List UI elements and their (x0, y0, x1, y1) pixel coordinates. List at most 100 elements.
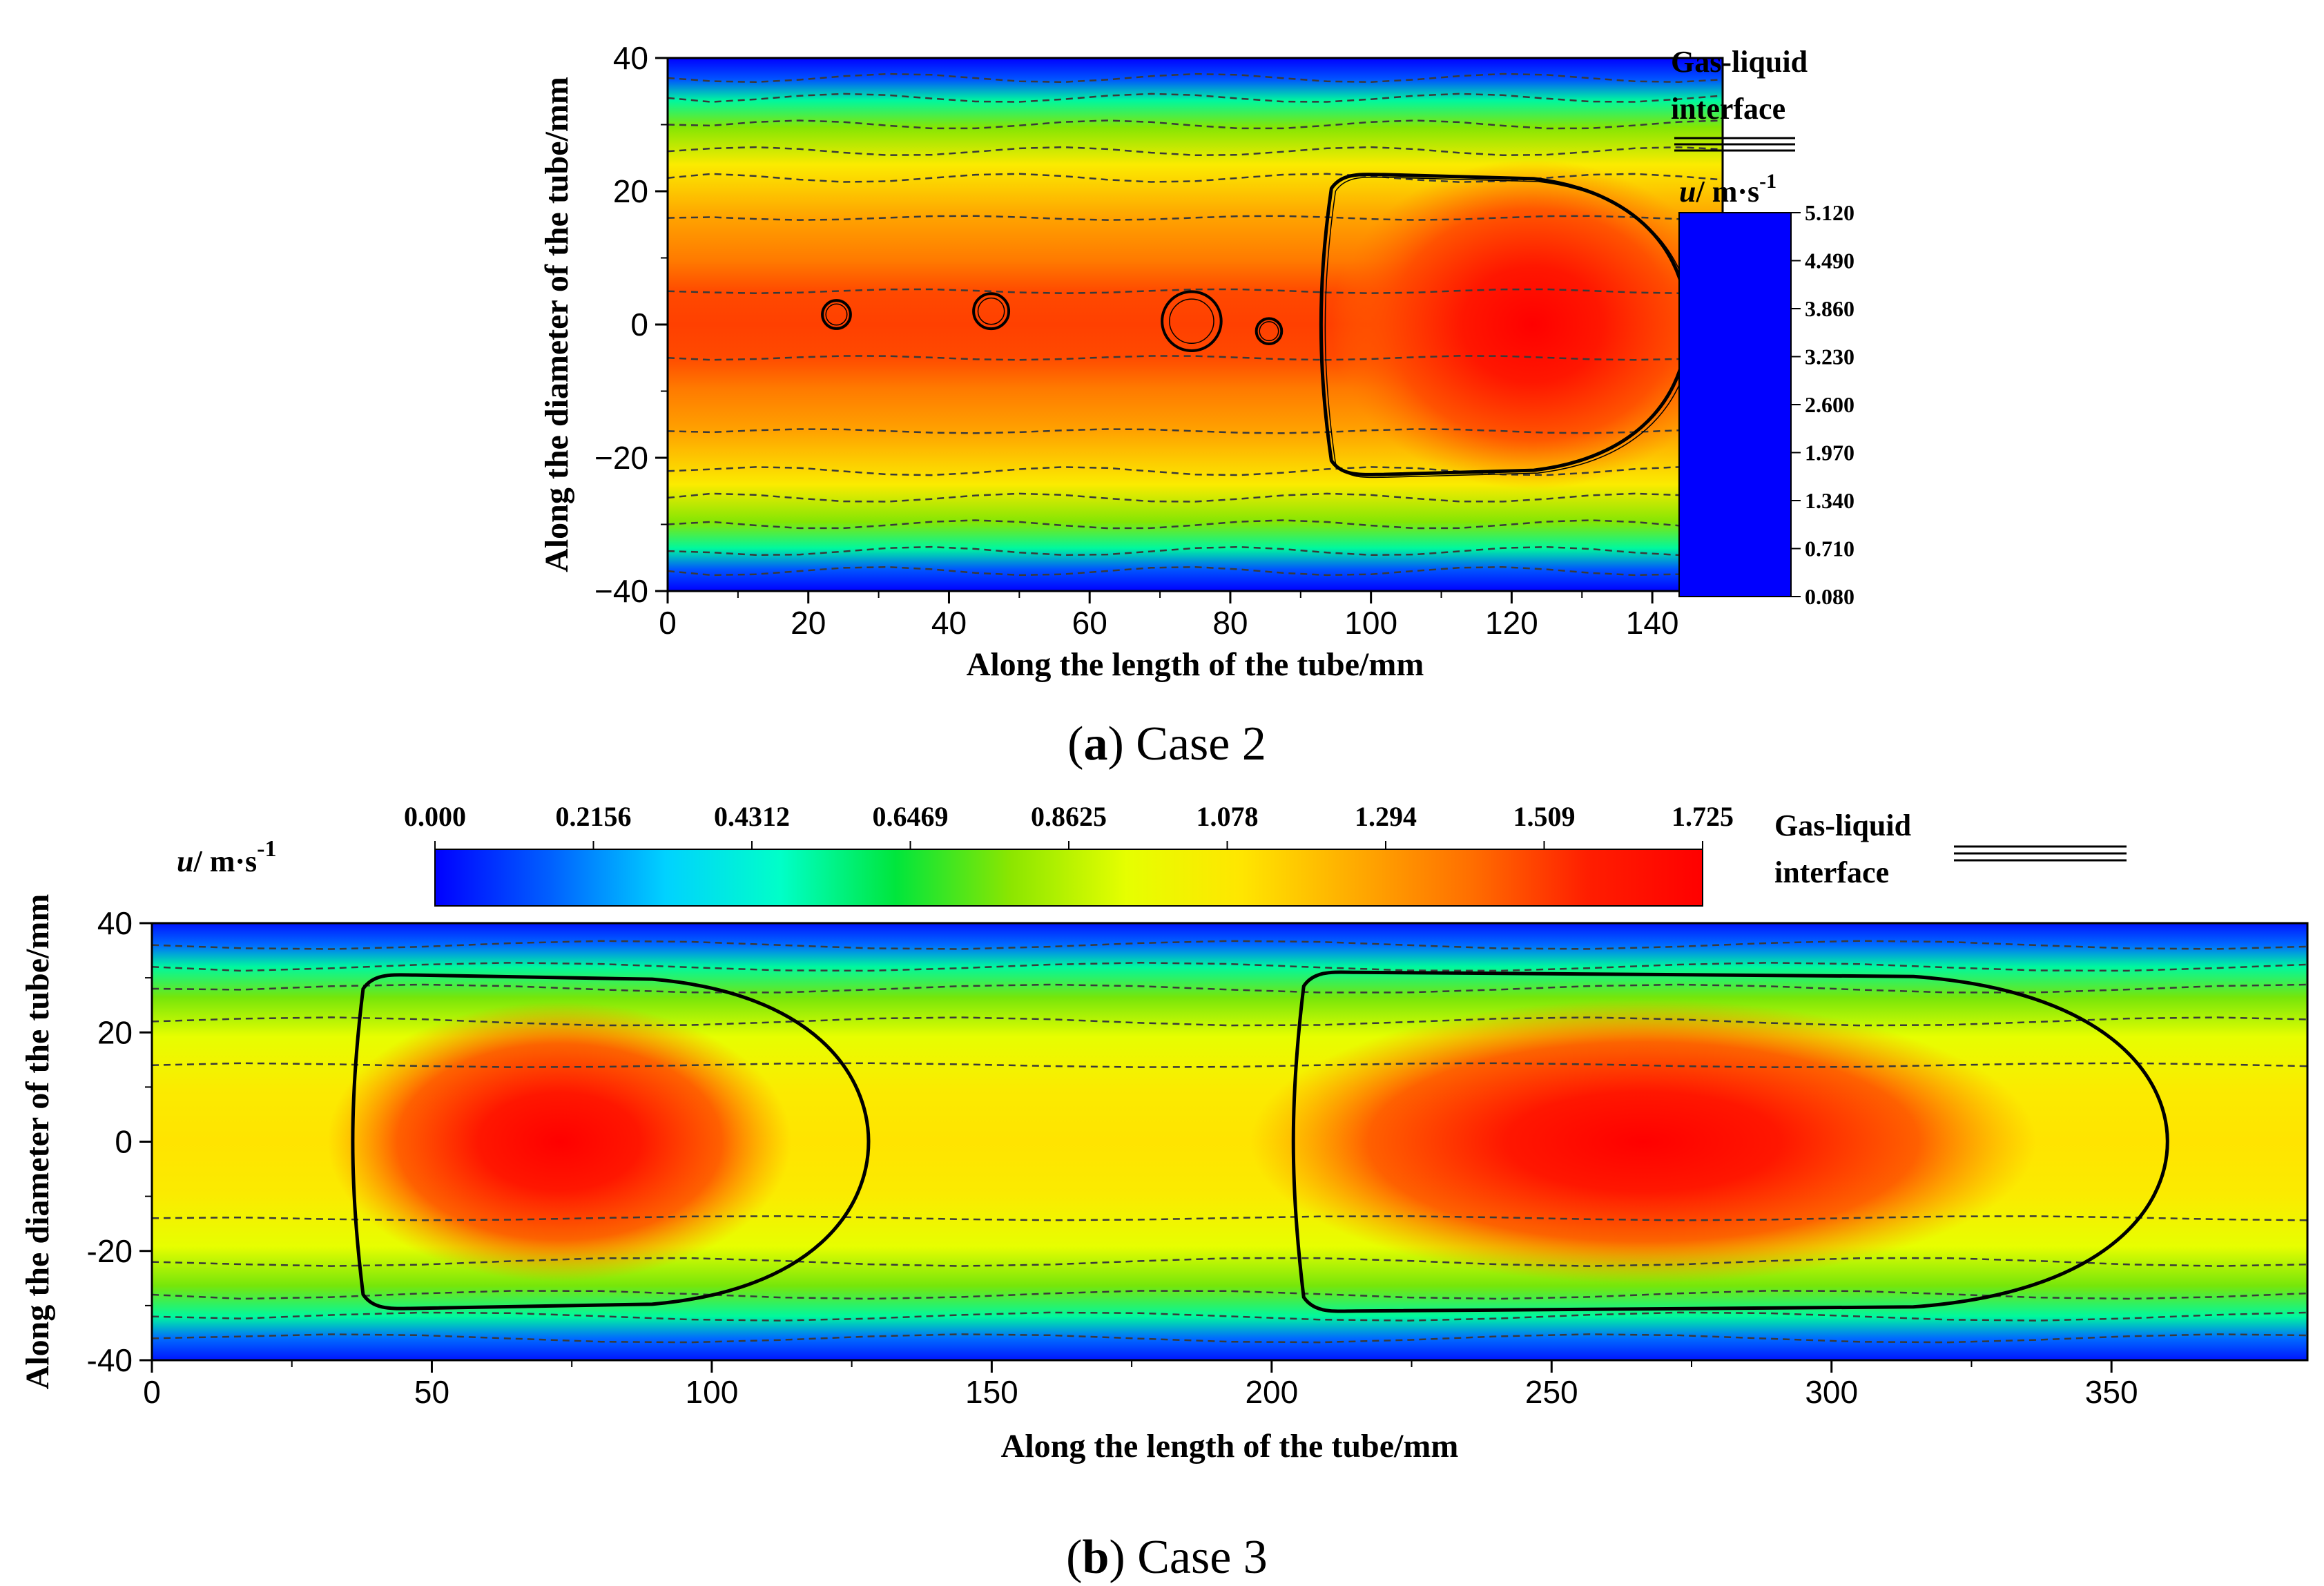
panel-a-y-tick-label-1: 20 (613, 173, 648, 209)
panel-b-colorbar (434, 849, 1703, 907)
panel-a-y-tick-label-2: 0 (630, 307, 648, 342)
panel-a-contour-lines (668, 72, 1723, 577)
panel-a-taylor-bubble-interface (1319, 173, 1689, 476)
panel-b-colorbar-tick-label-7: 1.509 (1513, 801, 1576, 832)
panel-b-colorbar-tick-label-2: 0.4312 (714, 801, 790, 832)
panel-a-small-bubble-3 (1161, 290, 1223, 352)
panel-a-caption-open: ( (1067, 717, 1083, 771)
panel-b-x-tick-label-4: 200 (1245, 1374, 1298, 1410)
panel-a-small-bubble-1 (821, 299, 852, 330)
panel-b-contour-4 (152, 1016, 2307, 1027)
panel-b-legend-label-line2: interface (1774, 855, 1889, 889)
panel-b-x-axis-title: Along the length of the tube/mm (1001, 1428, 1459, 1464)
panel-a-x-tick-label-2: 40 (931, 605, 967, 641)
panel-b-gas-liquid-interfaces (351, 970, 2169, 1313)
panel-a-y-tick-label-3: −20 (594, 440, 648, 476)
panel-b-legend-label-line1: Gas-liquid (1774, 809, 1911, 842)
panel-a-x-tick-label-1: 20 (791, 605, 826, 641)
panel-b-hot-core-taylor-2 (1250, 999, 2037, 1284)
panel-b-x-tick-label-3: 150 (965, 1374, 1018, 1410)
panel-b-y-axis: 40 20 0 -20 -40 (87, 905, 152, 1378)
panel-a-legend-label-line2: interface (1671, 92, 1785, 126)
panel-b-x-tick-label-6: 300 (1805, 1374, 1858, 1410)
panel-a-contour-13 (668, 545, 1723, 557)
panel-b-legend-line-icon (1954, 845, 2127, 862)
panel-b-colorbar-title-exponent: -1 (257, 836, 276, 862)
panel-b-velocity-field (152, 923, 2307, 1360)
panel-b-colorbar-tick-label-8: 1.725 (1672, 801, 1734, 832)
panel-a-hot-core-taylor (1330, 159, 1723, 490)
panel-a-colorbar-tick-label-2: 3.860 (1805, 296, 1855, 321)
panel-a-colorbar-tick-label-3: 3.230 (1805, 345, 1855, 369)
panel-a-contour-3 (668, 119, 1723, 130)
panel-b-y-axis-title: Along the diameter of the tube/mm (19, 894, 56, 1390)
panel-a-colorbar-tick-label-6: 1.340 (1805, 488, 1855, 513)
panel-b-contour-3 (152, 983, 2307, 994)
panel-b-x-tick-label-5: 250 (1525, 1374, 1578, 1410)
panel-b-colorbar-tick-label-3: 0.6469 (873, 801, 949, 832)
panel-a-contour-10 (668, 466, 1723, 476)
panel-a-caption: (a) Case 2 (1067, 717, 1266, 771)
panel-b-hot-core-taylor-1 (327, 1001, 792, 1282)
panel-a-caption-text: ) Case 2 (1107, 717, 1266, 771)
panel-a-small-bubble-4-inner (1259, 321, 1279, 342)
panel-a-contour-1 (668, 72, 1723, 84)
panel-b-contour-10 (152, 1333, 2307, 1344)
panel-b-x-tick-label-1: 50 (414, 1374, 449, 1410)
panel-a-x-tick-label-6: 120 (1485, 605, 1538, 641)
panel-b-y-tick-label-1: 20 (97, 1014, 133, 1050)
panel-a-contour-5 (668, 173, 1723, 183)
panel-b-x-tick-label-7: 350 (2085, 1374, 2138, 1410)
panel-a-colorbar-ticks: 5.120 4.490 3.860 3.230 2.600 1.970 1.340 0.710… (1791, 200, 1855, 609)
panel-a-colorbar-tick-label-1: 4.490 (1805, 249, 1855, 273)
panel-b-colorbar-title-unit: / m·s (193, 844, 257, 878)
panel-b-colorbar-tick-label-0: 0.000 (404, 801, 466, 832)
panel-a-colorbar-tick-label-0: 5.120 (1805, 200, 1855, 225)
panel-a-legend-label-line1: Gas-liquid (1671, 45, 1808, 79)
panel-b-contour-6 (152, 1215, 2307, 1221)
panel-b-contour-2 (152, 962, 2307, 972)
panel-a-colorbar-tick-label-8: 0.080 (1805, 584, 1855, 609)
panel-b-colorbar-tick-label-5: 1.078 (1197, 801, 1259, 832)
panel-a-small-bubble-1-inner (825, 303, 848, 326)
panel-b-colorbar-ticks: 0.000 0.2156 0.4312 0.6469 0.8625 1.078 1.294 1… (404, 801, 1734, 849)
panel-b-x-axis: 0 50 100 150 200 250 300 350 (143, 1360, 2138, 1410)
panel-a-colorbar-title: u/ m·s-1 (1679, 170, 1776, 209)
panel-b-x-tick-label-0: 0 (143, 1374, 161, 1410)
panel-b-contour-lines (152, 940, 2307, 1344)
panel-b-caption-text: ) Case 3 (1109, 1531, 1267, 1584)
panel-a-x-tick-label-3: 60 (1072, 605, 1107, 641)
panel-b-contour-5 (152, 1062, 2307, 1068)
panel-a-colorbar-title-symbol: u (1679, 175, 1696, 209)
panel-a-contour-2 (668, 93, 1723, 103)
panel-a-x-axis: 0 20 40 60 80 100 120 140 (659, 591, 1679, 641)
panel-a-x-axis-title: Along the length of the tube/mm (967, 646, 1424, 683)
panel-a-y-axis: 40 20 0 −20 −40 (594, 40, 668, 609)
panel-b-taylor-bubble-2-interface (1291, 970, 2169, 1313)
panel-b-contour-1 (152, 940, 2307, 950)
panel-a-x-tick-label-0: 0 (659, 605, 677, 641)
panel-a-colorbar-title-exponent: -1 (1759, 170, 1776, 193)
panel-a-small-bubble-2-inner (977, 297, 1005, 325)
panel-b-colorbar-tick-label-1: 0.2156 (556, 801, 632, 832)
panel-b-y-tick-label-2: 0 (115, 1124, 133, 1160)
panel-b-caption-open: ( (1066, 1531, 1082, 1584)
panel-b-x-tick-label-2: 100 (686, 1374, 739, 1410)
panel-b-taylor-bubble-1-interface (351, 973, 871, 1311)
panel-a: 0 20 40 60 80 100 120 140 40 20 0 −20 −40 Along the… (539, 40, 1855, 771)
panel-a-small-bubble-3-inner (1169, 298, 1214, 345)
panel-a-small-bubble-4 (1255, 317, 1284, 345)
panel-b-colorbar-title-symbol: u (177, 844, 193, 878)
panel-a-small-bubble-2 (972, 292, 1011, 331)
panel-a-contour-14 (668, 565, 1723, 577)
panel-b-y-tick-label-0: 40 (97, 905, 133, 941)
panel-b-contour-7 (152, 1257, 2307, 1267)
panel-a-legend-line-icon (1674, 137, 1795, 152)
panel-a-colorbar-tick-label-4: 2.600 (1805, 392, 1855, 417)
panel-a-y-tick-label-4: −40 (594, 573, 648, 609)
panel-b-caption-letter: b (1082, 1531, 1109, 1584)
panel-a-x-tick-label-7: 140 (1626, 605, 1679, 641)
panel-b-colorbar-title: u/ m·s-1 (177, 836, 277, 878)
panel-a-caption-letter: a (1083, 717, 1107, 771)
